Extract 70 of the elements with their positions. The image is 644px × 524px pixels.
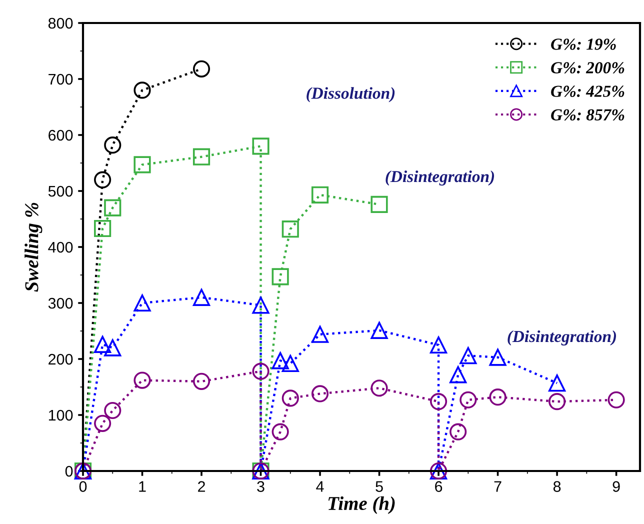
point: [272, 268, 289, 286]
x-tick-label: 2: [198, 481, 205, 492]
point: [370, 380, 388, 397]
point: [608, 391, 625, 408]
point: [134, 294, 151, 312]
legend-label: G%: 857%: [551, 109, 624, 121]
y-tick-label: 600: [48, 130, 73, 141]
point: [94, 414, 112, 432]
point: [548, 393, 566, 410]
x-tick-label: 7: [494, 481, 502, 492]
point: [430, 393, 448, 410]
point: [311, 385, 329, 402]
y-tick-label: 500: [48, 186, 73, 197]
y-tick-label: 0: [65, 466, 73, 477]
annotation: (Dissolution): [306, 87, 395, 102]
point: [192, 148, 210, 166]
point: [489, 348, 506, 366]
y-tick-label: 300: [48, 298, 73, 309]
point: [252, 362, 270, 380]
point: [460, 391, 477, 408]
point: [94, 171, 112, 188]
x-tick-label: 6: [435, 481, 442, 492]
point: [370, 322, 388, 339]
x-tick-label: 1: [139, 481, 146, 492]
x-axis-title: Time (h): [328, 496, 395, 514]
point: [94, 220, 112, 238]
point: [192, 60, 210, 78]
point: [450, 423, 467, 440]
point: [282, 354, 299, 372]
point: [272, 352, 289, 370]
point: [94, 336, 112, 353]
point: [548, 374, 566, 392]
point: [104, 402, 122, 420]
point: [450, 366, 467, 384]
x-tick-label: 9: [612, 481, 620, 492]
y-tick-label: 100: [48, 410, 73, 421]
x-tick-label: 8: [553, 481, 561, 492]
point: [134, 156, 151, 174]
y-tick-label: 700: [48, 74, 73, 85]
point: [252, 296, 270, 314]
point: [282, 220, 299, 238]
legend-label: G%: 200%: [551, 62, 624, 74]
point: [252, 138, 270, 155]
point: [134, 82, 151, 99]
legend-label: G%: 19%: [551, 38, 616, 50]
y-tick-label: 400: [48, 242, 73, 253]
point: [134, 372, 151, 389]
point: [430, 336, 448, 354]
point: [272, 423, 289, 440]
point: [192, 288, 210, 306]
annotation: (Disintegration): [508, 330, 616, 346]
y-axis-title: Swelling %: [24, 202, 42, 292]
point: [104, 199, 122, 216]
point: [460, 347, 477, 364]
annotation: (Disintegration): [386, 170, 494, 186]
point: [104, 339, 122, 356]
y-tick-label: 800: [48, 18, 73, 29]
point: [370, 196, 388, 213]
point: [489, 388, 506, 406]
x-tick-label: 0: [79, 481, 87, 492]
point: [192, 372, 210, 390]
point: [104, 136, 122, 154]
y-tick-label: 200: [48, 354, 73, 365]
point: [282, 390, 299, 407]
x-tick-label: 3: [257, 481, 264, 492]
point: [311, 326, 329, 343]
x-tick-label: 4: [316, 481, 324, 492]
x-tick-label: 5: [376, 481, 383, 492]
legend-label: G%: 425%: [551, 86, 624, 98]
point: [311, 186, 329, 204]
